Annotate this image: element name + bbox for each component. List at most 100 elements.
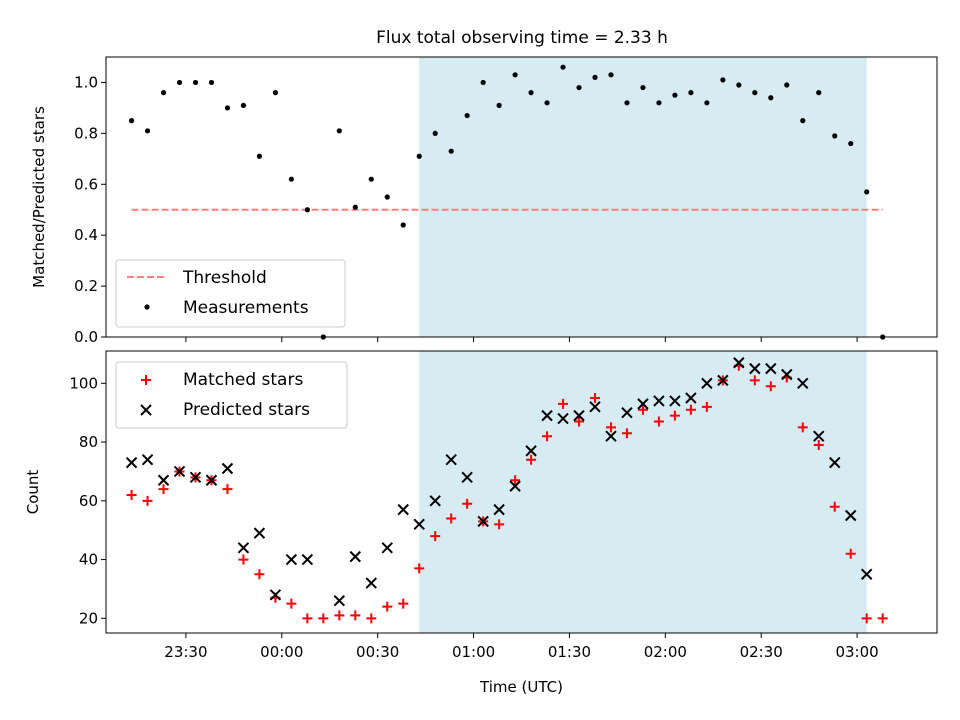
matched-star-point [398,598,409,609]
measurement-point [816,90,822,96]
legend-matched-swatch [141,375,151,385]
predicted-star-point [285,553,298,566]
y-tick-label: 0.8 [74,124,98,142]
predicted-star-point [173,465,186,478]
predicted-star-point [509,480,521,492]
legend-measurements-label: Measurements [183,298,309,318]
measurement-point [768,95,774,101]
matched-star-point [845,548,856,559]
measurement-point [240,102,247,108]
predicted-star-point [397,503,409,516]
matched-star-point [558,398,569,409]
predicted-star-point [733,357,745,369]
bottom-panel: 20 40 60 80 100 23:30 00:00 00:30 01:00 01:30 02:… [24,350,938,696]
measurement-point [496,102,502,108]
matched-star-point [765,381,776,392]
predicted-star-point [637,398,649,410]
y-tick-label: 40 [79,551,98,569]
measurement-point [128,118,135,124]
legend-box [115,259,346,328]
bottom-x-ticks: 23:30 00:00 00:30 01:00 01:30 02:00 02:30 03:00 [164,633,879,661]
matched-star-point [254,569,265,580]
predicted-star-point [381,542,393,554]
predicted-star-point [781,368,793,381]
measurement-point [784,82,790,88]
predicted-star-point [605,430,617,442]
measurement-point [592,74,598,80]
predicted-star-point [813,430,825,442]
legend-predicted-label: Predicted stars [183,400,310,420]
y-tick-label: 1.0 [74,73,98,91]
predicted-star-point [349,550,362,563]
bottom-axes-frame [105,350,938,634]
chart-title: Flux total observing time = 2.33 h [376,28,668,48]
measurement-point [464,112,470,119]
measurement-point [144,128,151,134]
measurement-point [688,90,694,96]
measurement-point [480,79,486,86]
predicted-star-point [333,594,346,607]
x-tick-label: 01:00 [452,643,495,661]
measurement-point [544,100,550,106]
top-x-ticks [185,337,858,342]
measurement-point [640,84,646,91]
y-tick-label: 0.6 [74,175,98,193]
measurement-point [704,100,710,106]
measurement-point [160,90,167,96]
y-tick-label: 100 [69,374,98,392]
predicted-star-point [749,362,761,375]
measurement-point [656,100,662,106]
matched-star-point [350,610,361,621]
measurements-series [128,64,886,340]
predicted-star-point [829,456,841,469]
bottom-observing-window-shade [419,351,867,633]
bottom-legend: Matched stars Predicted stars [115,361,348,429]
measurement-point [224,105,231,111]
matched-star-point [637,404,648,415]
matched-star-point [877,613,888,624]
predicted-star-point [205,474,218,486]
matched-star-point [382,601,393,612]
predicted-star-point [621,406,633,419]
measurement-point [336,128,342,134]
matched-star-point [318,613,329,624]
measurement-point [864,189,870,195]
top-observing-window-shade [419,57,867,337]
top-panel: 0.0 0.2 0.4 0.6 0.8 1.0 Matched/Predicted sta… [30,56,938,346]
matched-star-point [430,531,441,542]
predicted-star-point [461,471,473,484]
measurement-point [256,153,263,159]
top-y-axis-label: Matched/Predicted stars [30,106,48,288]
measurement-point [288,176,294,182]
matched-star-point [334,610,345,621]
x-tick-label: 02:00 [644,643,687,661]
x-tick-label: 00:00 [260,643,303,661]
matched-star-point [494,519,505,530]
predicted-star-point [221,462,234,475]
measurement-point [192,79,199,86]
matched-star-point [446,513,457,524]
matched-stars-series [126,360,888,624]
measurement-point [416,153,422,159]
measurement-point [736,82,742,88]
measurement-point [304,207,310,213]
predicted-star-point [797,377,809,390]
matched-star-point [158,484,169,495]
matched-star-point [366,613,377,624]
legend-measurements-swatch [144,304,150,310]
measurement-point [672,92,678,98]
x-tick-label: 03:00 [835,643,878,661]
predicted-star-point [653,395,665,407]
matched-star-point [238,554,249,565]
predicted-star-point [573,409,585,422]
measurement-point [800,118,806,124]
predicted-star-point [493,503,505,516]
bottom-y-axis-label: Count [24,470,42,515]
matched-star-point [861,613,872,624]
x-tick-label: 23:30 [164,643,207,661]
measurement-point [848,140,854,147]
bottom-y-ticks: 20 40 60 80 100 [69,374,106,627]
predicted-star-point [141,453,154,466]
legend-predicted-swatch [140,404,152,416]
